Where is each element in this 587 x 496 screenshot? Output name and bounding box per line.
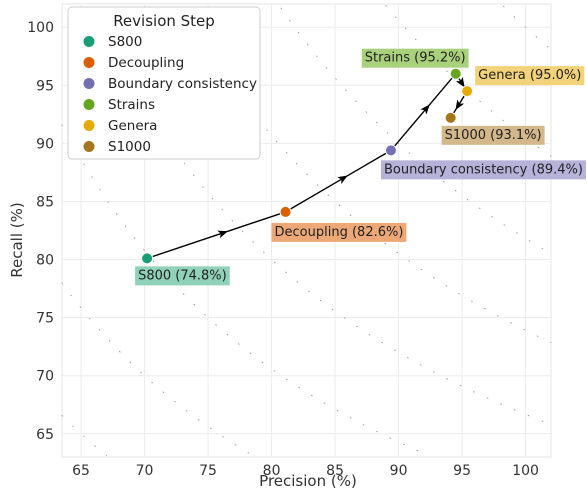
revision-arrow-tail <box>223 211 286 234</box>
x-tick-label: 65 <box>72 463 90 479</box>
x-tick-label: 85 <box>326 463 344 479</box>
y-tick-label: 95 <box>36 78 54 94</box>
data-point <box>141 252 154 265</box>
point-label-text: S800 (74.8%) <box>138 268 227 283</box>
x-tick-label: 80 <box>263 463 281 479</box>
data-points <box>141 67 474 265</box>
point-label-background <box>380 160 586 180</box>
point-label: Strains (95.2%) <box>361 48 469 68</box>
y-tick-label: 70 <box>36 369 54 385</box>
data-point <box>279 205 292 218</box>
y-tick-label: 90 <box>36 136 54 152</box>
legend-label: Strains <box>108 97 155 113</box>
legend: Revision Step S800 Decoupling Boundary con… <box>67 6 261 160</box>
point-label-background <box>475 66 585 86</box>
iso-f1-contour <box>280 7 552 254</box>
legend-label: Boundary consistency <box>108 76 257 92</box>
y-tick-label: 85 <box>36 194 54 210</box>
data-point <box>444 111 457 124</box>
legend-item: Decoupling <box>83 55 184 71</box>
y-tick-label: 75 <box>36 311 54 327</box>
x-tick-label: 90 <box>390 463 408 479</box>
revision-arrow-head <box>146 230 228 260</box>
x-tick-label: 95 <box>453 463 471 479</box>
legend-box <box>67 6 261 160</box>
point-label-text: Decoupling (82.6%) <box>275 225 404 240</box>
legend-label: S1000 <box>108 139 151 155</box>
data-point <box>449 67 462 80</box>
legend-label: Decoupling <box>108 55 184 71</box>
data-point <box>461 85 474 98</box>
legend-items: S800 Decoupling Boundary consistency Strain… <box>83 34 257 155</box>
point-label-background <box>135 266 230 286</box>
y-axis-ticks: 65 70 75 80 85 90 95 100 <box>27 20 54 443</box>
legend-marker <box>83 36 95 47</box>
legend-item: S800 <box>83 34 142 50</box>
legend-title: Revision Step <box>113 12 215 30</box>
x-tick-label: 75 <box>199 463 217 479</box>
point-label-background <box>361 48 469 68</box>
point-label-text: Strains (95.2%) <box>365 51 466 66</box>
point-label-background <box>271 222 407 242</box>
revision-arrow-tail <box>426 73 457 109</box>
x-axis-ticks: 65 70 75 80 85 90 95 100 <box>72 463 539 479</box>
point-labels: S800 (74.8%) Decoupling (82.6%) Boundary c… <box>135 48 586 286</box>
revision-arrows <box>146 73 468 260</box>
legend-item: S1000 <box>83 139 151 155</box>
legend-marker <box>83 99 95 110</box>
point-label: Genera (95.0%) <box>475 66 585 86</box>
iso-f1-contour <box>61 415 107 457</box>
revision-arrow-tail <box>343 149 392 179</box>
legend-item: Strains <box>83 97 155 113</box>
y-tick-label: 65 <box>36 427 54 443</box>
legend-item: Boundary consistency <box>83 76 257 92</box>
x-tick-label: 100 <box>512 463 539 479</box>
legend-marker <box>83 57 95 68</box>
y-axis-label: Recall (%) <box>8 202 26 277</box>
iso-f1-contour <box>61 282 257 458</box>
legend-label: Genera <box>108 118 157 134</box>
point-label: S1000 (93.1%) <box>441 125 545 145</box>
data-point <box>384 144 397 157</box>
revision-arrow-head <box>390 104 430 151</box>
point-label-background <box>441 125 545 145</box>
point-label-text: S1000 (93.1%) <box>445 128 542 143</box>
x-axis-label: Precision (%) <box>259 472 357 490</box>
legend-item: Genera <box>83 118 157 134</box>
point-label-text: Genera (95.0%) <box>478 68 581 83</box>
x-tick-label: 70 <box>136 463 154 479</box>
point-label: Boundary consistency (89.4%) <box>380 160 586 180</box>
y-tick-label: 80 <box>36 253 54 269</box>
legend-marker <box>83 141 95 152</box>
y-tick-label: 100 <box>27 20 54 36</box>
point-label-text: Boundary consistency (89.4%) <box>384 162 583 177</box>
revision-arrow-head <box>285 175 348 213</box>
point-label: S800 (74.8%) <box>135 266 230 286</box>
legend-label: S800 <box>108 34 142 50</box>
legend-marker <box>83 120 95 131</box>
point-label: Decoupling (82.6%) <box>271 222 407 242</box>
legend-marker <box>83 78 95 89</box>
